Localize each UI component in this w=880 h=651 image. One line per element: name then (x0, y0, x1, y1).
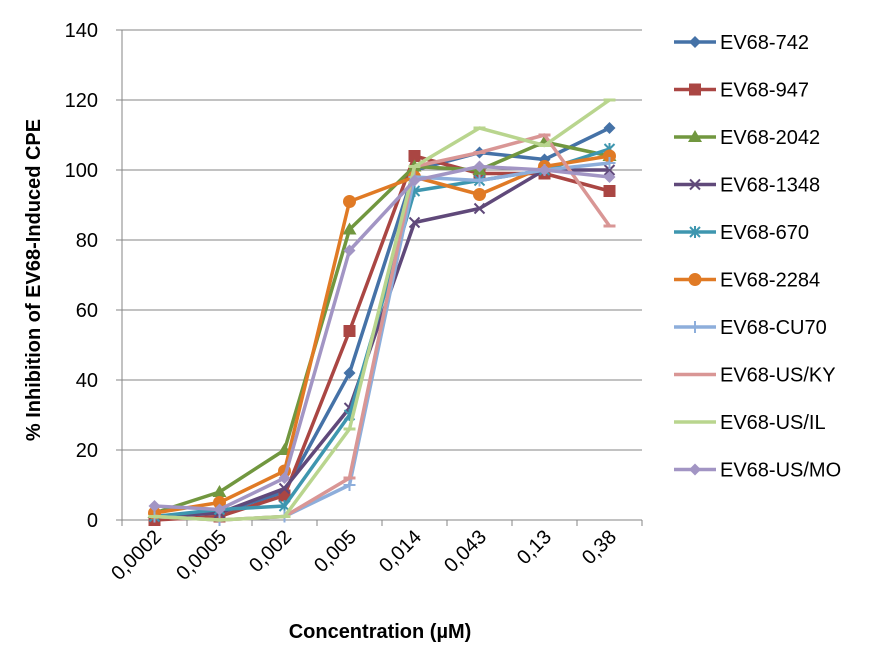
data-point-marker (538, 164, 551, 176)
data-point-marker (408, 150, 421, 162)
x-axis-ticks: 0,0002 0,0005 0,002 0,005 0,014 0,043 0,13 0,38 (107, 526, 621, 585)
y-tick-label: 140 (65, 20, 98, 42)
data-point-marker (689, 321, 701, 333)
series-line (154, 164, 610, 512)
series-ev68-us-mo (148, 160, 616, 516)
data-point-marker (603, 185, 616, 197)
y-tick-label: 0 (87, 510, 98, 532)
data-point-marker (342, 222, 357, 235)
legend-label: EV68-670 (720, 222, 809, 244)
series-ev68-1348 (148, 164, 616, 523)
y-tick-label: 40 (76, 370, 98, 392)
legend-item: EV68-670 (674, 222, 809, 244)
data-point-marker (408, 216, 421, 229)
data-point-marker (603, 164, 616, 176)
data-point-marker (603, 149, 616, 163)
data-point-marker (343, 479, 356, 491)
data-point-marker (343, 244, 356, 257)
y-axis-ticks: 0 20 40 60 80 100 120 140 (65, 20, 98, 532)
series-line (154, 98, 611, 522)
legend-item: EV68-CU70 (674, 317, 827, 339)
legend: EV68-742 EV68-947 EV68-2042 EV68-1348 EV68-6… (674, 32, 841, 482)
data-point-marker (343, 325, 356, 337)
data-point-marker (343, 367, 356, 379)
legend-item: EV68-2284 (674, 270, 820, 292)
data-point-marker (689, 83, 701, 96)
y-tick-label: 100 (65, 160, 98, 182)
series-ev68-us-ky (148, 133, 616, 522)
legend-label: EV68-947 (720, 80, 809, 102)
x-tick-label: 0,38 (578, 526, 621, 569)
series-line (154, 168, 610, 519)
legend-label: EV68-CU70 (720, 317, 827, 339)
data-point-marker (603, 122, 616, 134)
legend-label: EV68-US/KY (720, 365, 836, 387)
legend-item: EV68-2042 (674, 127, 820, 149)
legend-item: EV68-US/IL (674, 412, 826, 434)
data-point-marker (603, 157, 616, 169)
x-tick-label: 0,0002 (107, 526, 166, 585)
legend-item: EV68-US/KY (674, 365, 836, 387)
series-ev68-us-il (148, 98, 616, 522)
y-tick-label: 60 (76, 300, 98, 322)
legend-label: EV68-US/IL (720, 412, 826, 434)
y-axis-title: % Inhibition of EV68-Induced CPE (23, 119, 45, 441)
series-ev68-cu70 (148, 157, 616, 526)
x-axis-title: Concentration (µM) (289, 621, 472, 643)
data-point-marker (689, 463, 701, 476)
data-point-marker (473, 174, 486, 187)
x-tick-label: 0,014 (375, 526, 426, 577)
data-point-marker (688, 273, 702, 286)
data-point-marker (212, 485, 227, 497)
legend-label: EV68-742 (720, 32, 809, 54)
legend-label: EV68-2284 (720, 270, 820, 292)
legend-label: EV68-2042 (720, 127, 820, 149)
y-tick-label: 80 (76, 230, 98, 252)
legend-label: EV68-US/MO (720, 460, 841, 482)
x-tick-label: 0,002 (245, 526, 296, 577)
legend-label: EV68-1348 (720, 175, 820, 197)
y-tick-label: 120 (65, 90, 98, 112)
data-point-marker (148, 500, 161, 512)
data-point-marker (689, 226, 701, 238)
legend-item: EV68-742 (674, 32, 809, 54)
data-point-marker (473, 188, 486, 201)
data-point-marker (689, 178, 701, 191)
data-point-marker (473, 202, 486, 215)
x-tick-label: 0,13 (513, 526, 556, 569)
data-point-marker (213, 496, 226, 509)
data-point-marker (213, 503, 226, 516)
series-line (154, 133, 611, 522)
x-tick-label: 0,0005 (172, 526, 231, 585)
series-lines (147, 98, 617, 526)
data-point-marker (343, 195, 356, 208)
data-point-marker (473, 160, 486, 173)
data-point-marker (278, 472, 291, 484)
x-tick-label: 0,043 (440, 526, 491, 577)
data-point-marker (278, 482, 291, 495)
x-tick-label: 0,005 (310, 526, 361, 577)
legend-item: EV68-1348 (674, 175, 820, 197)
legend-item: EV68-947 (674, 80, 809, 102)
data-point-marker (689, 36, 701, 48)
data-point-marker (408, 174, 421, 187)
data-point-marker (603, 171, 616, 183)
y-tick-label: 20 (76, 440, 98, 462)
legend-item: EV68-US/MO (674, 460, 841, 482)
series-line (153, 140, 610, 515)
data-point-marker (688, 130, 702, 142)
